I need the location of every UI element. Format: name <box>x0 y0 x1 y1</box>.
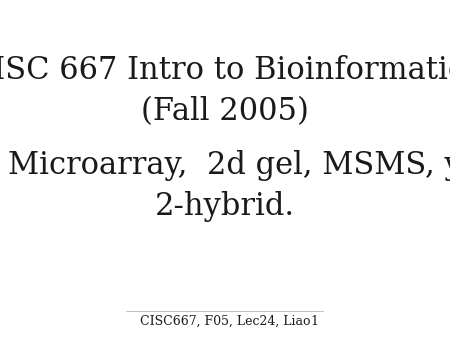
Text: CISC667, F05, Lec24, Liao: CISC667, F05, Lec24, Liao <box>140 315 310 328</box>
Text: CISC 667 Intro to Bioinformatics: CISC 667 Intro to Bioinformatics <box>0 55 450 87</box>
Text: DNA Microarray,  2d gel, MSMS, yeast: DNA Microarray, 2d gel, MSMS, yeast <box>0 150 450 181</box>
Text: (Fall 2005): (Fall 2005) <box>141 96 309 127</box>
Text: 1: 1 <box>310 315 318 328</box>
Text: 2-hybrid.: 2-hybrid. <box>155 191 295 222</box>
